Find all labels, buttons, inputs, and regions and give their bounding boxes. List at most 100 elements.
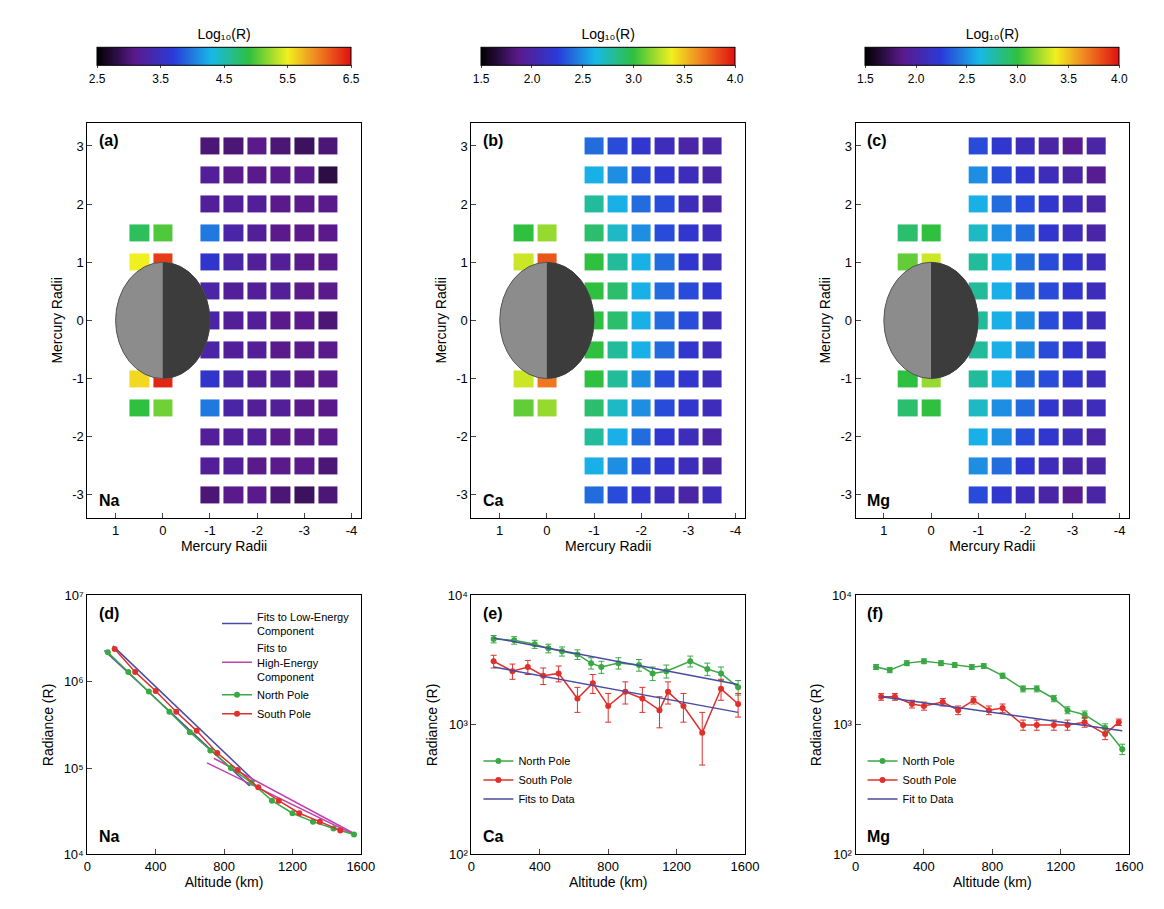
svg-text:800: 800: [981, 859, 1003, 874]
svg-text:Fits toHigh-EnergyComponent: Fits toHigh-EnergyComponent: [257, 642, 319, 683]
svg-text:3: 3: [845, 139, 852, 154]
svg-text:0: 0: [159, 523, 166, 538]
svg-text:1200: 1200: [1046, 859, 1075, 874]
svg-text:1: 1: [880, 523, 887, 538]
svg-text:Mercury Radii: Mercury Radii: [433, 277, 449, 363]
svg-text:2: 2: [76, 197, 83, 212]
svg-text:-1: -1: [72, 371, 84, 386]
svg-text:6.5: 6.5: [343, 72, 360, 86]
svg-text:-3: -3: [683, 523, 695, 538]
svg-text:-2: -2: [840, 429, 852, 444]
svg-text:-3: -3: [1067, 523, 1079, 538]
svg-text:3.5: 3.5: [676, 72, 693, 86]
svg-text:(e): (e): [483, 605, 503, 622]
svg-text:South Pole: South Pole: [903, 774, 957, 786]
svg-text:1600: 1600: [730, 859, 759, 874]
svg-text:-3: -3: [72, 487, 84, 502]
svg-text:-1: -1: [204, 523, 216, 538]
svg-text:10⁶: 10⁶: [64, 674, 84, 689]
svg-text:3: 3: [461, 139, 468, 154]
svg-text:1.5: 1.5: [473, 72, 490, 86]
svg-text:400: 400: [529, 859, 551, 874]
svg-text:0: 0: [845, 313, 852, 328]
svg-text:Mg: Mg: [867, 492, 890, 509]
svg-text:10³: 10³: [449, 717, 468, 732]
svg-text:1600: 1600: [1115, 859, 1144, 874]
svg-text:South Pole: South Pole: [257, 708, 311, 720]
svg-text:0: 0: [461, 313, 468, 328]
svg-text:2.0: 2.0: [908, 72, 925, 86]
svg-text:Log₁₀(R): Log₁₀(R): [197, 26, 250, 42]
svg-text:(c): (c): [867, 132, 887, 149]
svg-text:2.5: 2.5: [959, 72, 976, 86]
svg-text:-1: -1: [840, 371, 852, 386]
svg-text:-2: -2: [635, 523, 647, 538]
svg-text:Mercury Radii: Mercury Radii: [949, 538, 1035, 554]
svg-text:0: 0: [76, 313, 83, 328]
svg-text:2.0: 2.0: [524, 72, 541, 86]
svg-text:Radiance (R): Radiance (R): [424, 684, 440, 766]
svg-text:4.0: 4.0: [727, 72, 744, 86]
svg-text:-4: -4: [730, 523, 742, 538]
svg-text:800: 800: [213, 859, 235, 874]
svg-text:-1: -1: [456, 371, 468, 386]
svg-text:(a): (a): [99, 132, 119, 149]
svg-text:Mercury Radii: Mercury Radii: [181, 538, 267, 554]
svg-text:-2: -2: [456, 429, 468, 444]
svg-text:3: 3: [76, 139, 83, 154]
svg-text:10⁷: 10⁷: [65, 588, 84, 603]
svg-text:1200: 1200: [662, 859, 691, 874]
svg-text:Na: Na: [99, 492, 120, 509]
svg-text:Log₁₀(R): Log₁₀(R): [966, 26, 1019, 42]
svg-text:10⁵: 10⁵: [64, 761, 84, 776]
svg-text:10⁴: 10⁴: [448, 588, 468, 603]
svg-text:1: 1: [496, 523, 503, 538]
svg-text:Radiance (R): Radiance (R): [40, 684, 56, 766]
svg-text:-3: -3: [298, 523, 310, 538]
svg-text:Fits to Data: Fits to Data: [518, 793, 575, 805]
svg-text:3.5: 3.5: [1060, 72, 1077, 86]
svg-text:1600: 1600: [346, 859, 375, 874]
svg-text:0: 0: [468, 859, 475, 874]
svg-text:(d): (d): [99, 605, 119, 622]
svg-text:Ca: Ca: [483, 828, 504, 845]
svg-text:3.0: 3.0: [625, 72, 642, 86]
svg-text:North Pole: North Pole: [903, 755, 955, 767]
svg-text:-1: -1: [588, 523, 600, 538]
svg-text:10³: 10³: [833, 717, 852, 732]
svg-text:-3: -3: [840, 487, 852, 502]
svg-text:Na: Na: [99, 828, 120, 845]
svg-text:10²: 10²: [449, 847, 468, 862]
svg-text:Log₁₀(R): Log₁₀(R): [582, 26, 635, 42]
svg-text:5.5: 5.5: [279, 72, 296, 86]
svg-text:Mercury Radii: Mercury Radii: [565, 538, 651, 554]
svg-text:-2: -2: [251, 523, 263, 538]
svg-text:North Pole: North Pole: [257, 689, 309, 701]
svg-text:Mercury Radii: Mercury Radii: [49, 277, 65, 363]
svg-text:4.5: 4.5: [216, 72, 233, 86]
svg-text:10⁴: 10⁴: [64, 847, 84, 862]
svg-text:-3: -3: [456, 487, 468, 502]
svg-text:Radiance (R): Radiance (R): [808, 684, 824, 766]
svg-text:-4: -4: [1114, 523, 1126, 538]
svg-text:4.0: 4.0: [1111, 72, 1128, 86]
svg-text:2.5: 2.5: [574, 72, 591, 86]
svg-text:3.0: 3.0: [1009, 72, 1026, 86]
svg-text:400: 400: [913, 859, 935, 874]
svg-text:2: 2: [461, 197, 468, 212]
svg-text:2.5: 2.5: [89, 72, 106, 86]
svg-text:10⁴: 10⁴: [832, 588, 852, 603]
svg-text:Altitude (km): Altitude (km): [953, 874, 1032, 890]
svg-text:0: 0: [84, 859, 91, 874]
svg-text:800: 800: [597, 859, 619, 874]
svg-text:1: 1: [76, 255, 83, 270]
svg-text:1: 1: [112, 523, 119, 538]
svg-text:3.5: 3.5: [152, 72, 169, 86]
svg-text:-2: -2: [72, 429, 84, 444]
svg-text:0: 0: [927, 523, 934, 538]
svg-text:0: 0: [852, 859, 859, 874]
svg-text:Fit to Data: Fit to Data: [903, 793, 955, 805]
svg-text:10²: 10²: [833, 847, 852, 862]
svg-text:Fits to Low-EnergyComponent: Fits to Low-EnergyComponent: [257, 611, 349, 637]
svg-text:2: 2: [845, 197, 852, 212]
